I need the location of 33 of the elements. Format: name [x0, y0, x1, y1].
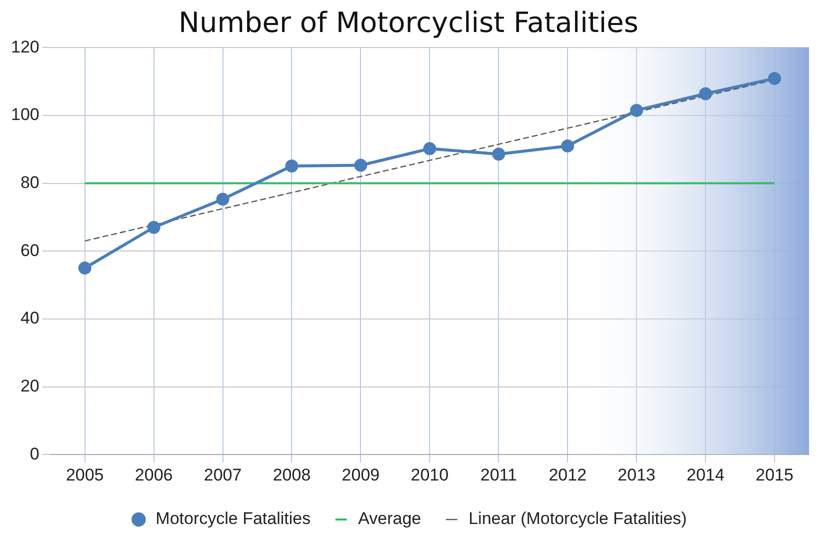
x-tick-label: 2006: [134, 465, 173, 484]
legend-label: Motorcycle Fatalities: [156, 509, 311, 528]
x-tick-label: 2013: [618, 465, 656, 484]
x-tick-label: 2010: [410, 465, 449, 484]
legend-label: Linear (Motorcycle Fatalities): [468, 509, 687, 528]
y-tick-label: 60: [20, 240, 40, 260]
y-tick-label: 0: [30, 444, 40, 464]
y-tick-label: 100: [10, 105, 40, 124]
point: [768, 72, 782, 85]
x-tick-label: 2011: [480, 465, 517, 484]
point: [699, 87, 712, 100]
y-tick-label: 120: [10, 37, 40, 56]
x-tick-label: 2005: [66, 465, 104, 484]
x-tick-label: 2014: [686, 465, 724, 484]
point: [561, 139, 574, 152]
point: [630, 104, 644, 117]
x-tick-label: 2008: [272, 465, 311, 484]
legend-label: Average: [358, 509, 422, 528]
y-tick-label: 20: [20, 376, 40, 396]
x-tick-label: 2007: [204, 465, 242, 484]
point: [423, 142, 436, 156]
y-tick-label: 80: [20, 172, 40, 192]
point: [492, 148, 506, 161]
chart-title: Number of Motorcyclist Fatalities: [178, 6, 638, 40]
point: [216, 192, 230, 206]
y-tick-label: 40: [20, 308, 40, 328]
point: [354, 158, 368, 172]
x-tick-label: 2009: [342, 465, 380, 484]
point: [285, 159, 298, 172]
x-tick-label: 2015: [756, 465, 794, 484]
x-tick-label: 2012: [548, 465, 587, 484]
point: [78, 262, 92, 275]
point: [147, 220, 160, 234]
